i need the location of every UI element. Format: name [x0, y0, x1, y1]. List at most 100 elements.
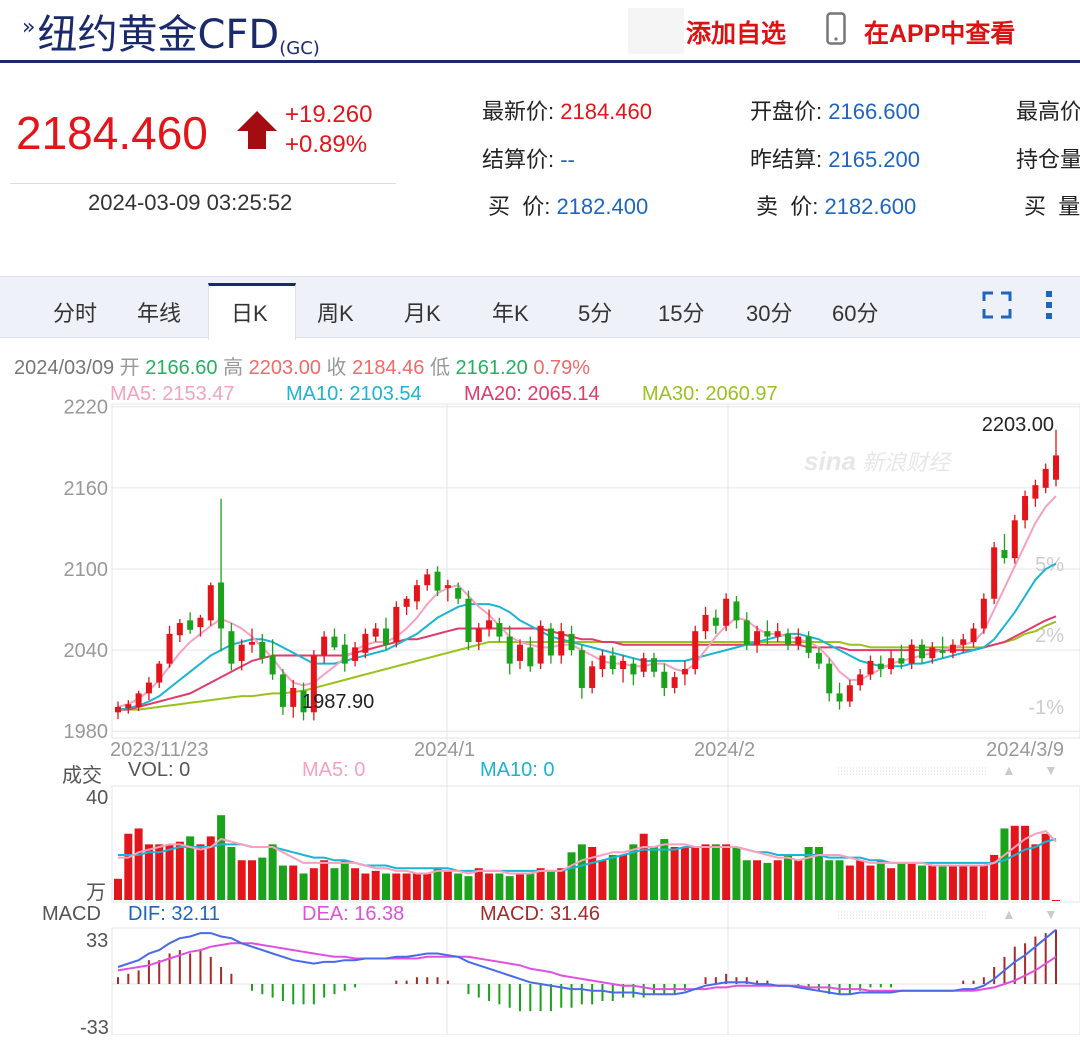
tab-yearline[interactable]: 年线 [137, 301, 182, 326]
ohlc-close: 2184.46 [352, 357, 425, 379]
ohlc-low: 2161.20 [455, 357, 528, 379]
candle-body [166, 633, 173, 664]
volume-bar [227, 847, 236, 900]
field-label: 最新价: [482, 99, 561, 124]
candle-body [238, 644, 245, 661]
candle-body [640, 658, 647, 672]
price-axis-tick: 1980 [64, 721, 109, 743]
volume-bar [433, 868, 442, 900]
quote-field-settle: 结算价: -- [482, 142, 575, 174]
tab-5min[interactable]: 5分 [578, 301, 613, 326]
candle-body [578, 650, 585, 688]
tab-weekly-k[interactable]: 周K [317, 301, 354, 326]
quote-field-ask: 卖 价: 2182.600 [756, 189, 916, 221]
tab-yearly-k[interactable]: 年K [492, 301, 529, 326]
candle-body [1053, 455, 1059, 480]
volume-bar [835, 860, 844, 900]
volume-bar [876, 860, 885, 900]
macd-expand-icon[interactable]: ▼ [1044, 906, 1058, 922]
volume-bar [495, 873, 504, 900]
candle-body [939, 650, 946, 653]
ma5-legend: MA5: 2153.47 [110, 383, 235, 405]
percent-axis-tick: -1% [1028, 697, 1064, 719]
quote-timestamp: 2024-03-09 03:25:52 [88, 190, 293, 215]
candle-body [434, 571, 441, 591]
tab-intraday[interactable]: 分时 [53, 301, 98, 326]
volume-bar [722, 844, 731, 900]
volume-bar [990, 854, 999, 900]
candle-body [661, 671, 668, 688]
macd-lines [117, 928, 1057, 996]
change-percent: +0.89% [285, 131, 368, 158]
fullscreen-icon[interactable] [982, 291, 1012, 319]
volume-bar [1031, 844, 1040, 900]
view-in-app-button[interactable]: 在APP中查看 [864, 20, 1016, 48]
volume-bar [763, 862, 772, 900]
last-price: 2184.460 [16, 107, 208, 159]
volume-bar [485, 873, 494, 900]
volume-bar [567, 852, 576, 900]
candle-body [836, 693, 843, 702]
header-divider [0, 60, 1080, 63]
candle-body [919, 644, 925, 659]
volume-bar [825, 860, 834, 900]
quote-field-bid-volume: 买 量 [1024, 189, 1080, 221]
candle-body [176, 623, 183, 636]
add-to-watchlist-button[interactable]: 添加自选 [686, 20, 787, 48]
min-price-label: 1987.90 [302, 691, 374, 713]
volume-bar [918, 865, 926, 900]
ma10-line [117, 562, 1057, 711]
volume-bar [516, 873, 524, 900]
volume-bar [773, 860, 782, 900]
candle-body [754, 631, 761, 645]
volume-bar [1010, 825, 1019, 900]
field-label: 昨结算: [750, 147, 829, 172]
active-tab-indicator [208, 283, 296, 340]
percent-axis-tick: 5% [1035, 554, 1064, 576]
candle-body [259, 641, 266, 659]
volume-bar [948, 865, 957, 900]
candle-body [1042, 468, 1049, 488]
candle-body [341, 644, 348, 664]
change-amount: +19.260 [285, 101, 373, 128]
tab-daily-k[interactable]: 日K [231, 301, 268, 326]
candle-body [249, 641, 255, 645]
candles [115, 429, 1059, 721]
candle-body [929, 647, 936, 659]
field-label: 买 价: [488, 194, 557, 219]
candle-body [908, 644, 915, 664]
quote-field-prev-settle: 昨结算: 2165.200 [750, 142, 920, 174]
macd-collapse-icon[interactable]: ▲ [1002, 906, 1016, 922]
volume-bar [268, 844, 277, 900]
candle-body [599, 655, 606, 670]
candle-body [589, 666, 596, 688]
volume-bar [196, 844, 205, 900]
tab-monthly-k[interactable]: 月K [404, 301, 441, 326]
candle-body [475, 628, 482, 642]
volume-bar [237, 860, 246, 900]
ohlc-open: 2166.60 [145, 357, 218, 379]
macd-ytop: 33 [86, 930, 109, 952]
field-label: 买 量 [1024, 194, 1080, 219]
tab-30min[interactable]: 30分 [746, 301, 793, 326]
volume-bars [114, 815, 1060, 901]
candle-body [115, 706, 121, 713]
tab-60min[interactable]: 60分 [832, 301, 879, 326]
tab-15min[interactable]: 15分 [658, 301, 705, 326]
volume-expand-icon[interactable]: ▼ [1044, 762, 1058, 778]
more-vertical-icon[interactable] [1042, 289, 1056, 321]
volume-label: 成交 [62, 765, 102, 787]
header-spacer [628, 8, 684, 54]
candle-body [218, 582, 225, 629]
candle-body [187, 620, 194, 630]
candle-body [723, 598, 730, 626]
candle-body [455, 587, 462, 599]
field-value: 2165.200 [828, 147, 920, 172]
candle-body [321, 636, 328, 656]
volume-bar [1052, 900, 1060, 901]
macd-dif: DIF: 32.11 [128, 903, 220, 925]
volume-bar [938, 865, 947, 900]
volume-collapse-icon[interactable]: ▲ [1002, 762, 1016, 778]
candle-body [651, 658, 657, 672]
